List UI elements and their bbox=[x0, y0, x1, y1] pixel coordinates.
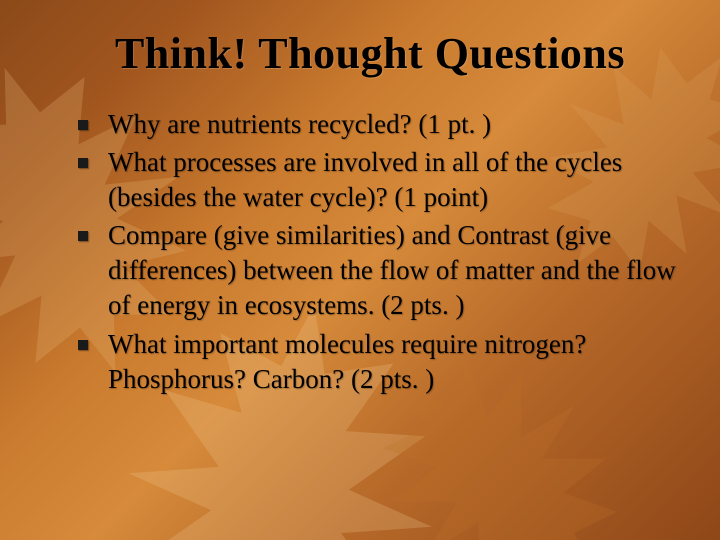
bullet-list: Why are nutrients recycled? (1 pt. ) Wha… bbox=[60, 107, 680, 397]
bullet-item: Compare (give similarities) and Contrast… bbox=[72, 218, 680, 323]
bullet-item: What processes are involved in all of th… bbox=[72, 145, 680, 215]
slide-container: Think! Thought Questions Why are nutrien… bbox=[0, 0, 720, 540]
bullet-item: What important molecules require nitroge… bbox=[72, 327, 680, 397]
bullet-item: Why are nutrients recycled? (1 pt. ) bbox=[72, 107, 680, 142]
slide-title: Think! Thought Questions bbox=[60, 28, 680, 79]
